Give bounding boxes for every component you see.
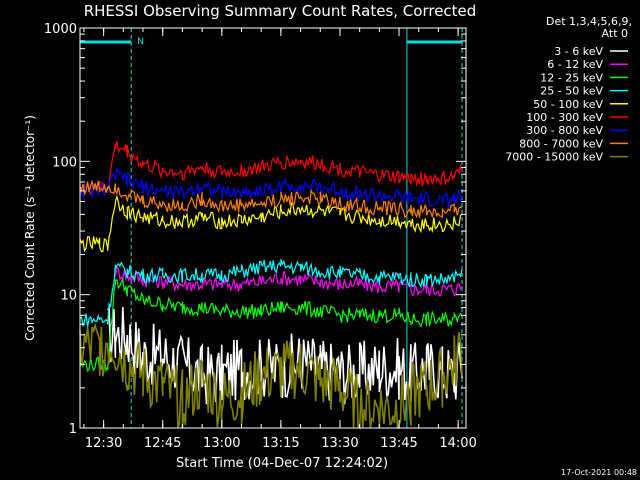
legend-label: 100 - 300 keV bbox=[526, 111, 603, 124]
legend-header-line-1: Det 1,3,4,5,6,9, bbox=[546, 15, 632, 28]
series-line-1 bbox=[114, 265, 463, 297]
legend-label: 6 - 12 keV bbox=[547, 58, 603, 71]
y-tick-label: 1000 bbox=[44, 22, 77, 37]
series-line-4 bbox=[79, 194, 463, 253]
series-line-5 bbox=[79, 140, 463, 196]
legend-label: 800 - 7000 keV bbox=[519, 137, 603, 150]
series-line-3 bbox=[79, 259, 463, 327]
legend-label: 7000 - 15000 keV bbox=[505, 151, 603, 164]
x-tick-label: 12:30 bbox=[85, 436, 122, 451]
legend-label: 300 - 800 keV bbox=[526, 124, 603, 137]
y-axis: 1 10 100 1000 bbox=[44, 22, 466, 437]
y-axis-label: Corrected Count Rate (s⁻¹ detector⁻¹) bbox=[23, 115, 37, 341]
x-tick-label: 13:30 bbox=[321, 436, 358, 451]
x-tick-label: 12:45 bbox=[144, 436, 181, 451]
x-axis-label: Start Time (04-Dec-07 12:24:02) bbox=[176, 456, 388, 471]
legend-label: 12 - 25 keV bbox=[540, 71, 603, 84]
legend-label: 25 - 50 keV bbox=[540, 85, 603, 98]
x-tick-label: 14:00 bbox=[439, 436, 476, 451]
y-tick-label: 1 bbox=[69, 422, 77, 437]
chart-title: RHESSI Observing Summary Count Rates, Co… bbox=[84, 2, 477, 20]
x-axis: 12:30 12:45 13:00 13:15 13:30 13:45 14:00 bbox=[83, 28, 477, 451]
night-marker-label: N bbox=[137, 37, 144, 47]
x-tick-label: 13:15 bbox=[262, 436, 299, 451]
y-tick-label: 100 bbox=[52, 155, 77, 170]
series-line-0 bbox=[106, 305, 463, 405]
series-line-2 bbox=[79, 277, 463, 373]
footer-timestamp: 17-Oct-2021 00:48 bbox=[561, 468, 637, 477]
x-tick-label: 13:45 bbox=[380, 436, 417, 451]
legend-header-line-2: Att 0 bbox=[602, 27, 628, 40]
plot-area: N bbox=[79, 27, 467, 430]
series-line-7 bbox=[79, 180, 463, 219]
plot-frame bbox=[79, 27, 467, 429]
series-line-6 bbox=[79, 167, 463, 208]
legend-label: 50 - 100 keV bbox=[533, 98, 603, 111]
x-tick-label: 13:00 bbox=[203, 436, 240, 451]
legend-label: 3 - 6 keV bbox=[554, 45, 603, 58]
y-tick-label: 10 bbox=[60, 289, 77, 304]
series-line-8 bbox=[79, 322, 463, 430]
